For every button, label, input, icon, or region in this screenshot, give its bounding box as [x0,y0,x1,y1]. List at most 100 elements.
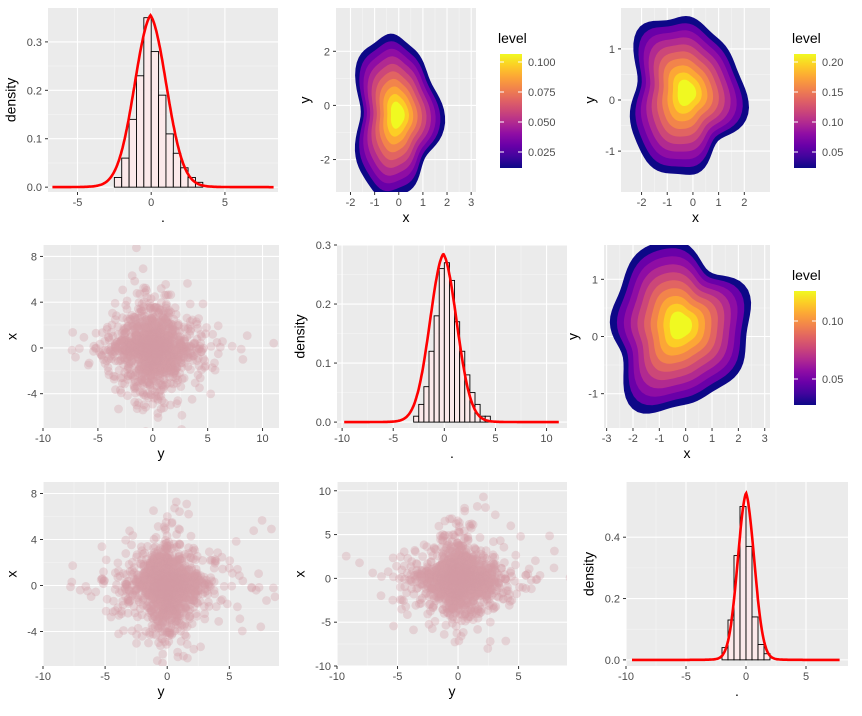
scatter-point [139,361,149,371]
scatter-point [143,357,153,367]
scatter-point [151,312,161,322]
scatter-point [516,532,525,541]
scatter-point [108,331,118,341]
scatter-point [147,375,157,384]
x-tick-label: 1 [709,433,715,445]
scatter-point [166,332,176,342]
plot-background [43,245,279,428]
scatter-point [145,363,155,373]
scatter-point [66,582,75,592]
scatter-point [152,339,162,349]
scatter-point [148,327,157,337]
scatter-point [160,336,170,346]
scatter-point [172,351,182,360]
scatter-point [119,345,129,355]
y-tick-label: 0 [325,573,331,585]
scatter-point [131,352,141,361]
scatter-point [147,345,157,354]
scatter-point [170,350,179,359]
scatter-point [131,367,141,376]
scatter-point [176,337,186,346]
scatter-point [116,373,126,383]
panel-p13: -2 -1 0 1 2 -1 0 1 x y [582,8,770,225]
scatter-point [153,347,163,357]
scatter-point [209,563,219,573]
scatter-point [156,305,166,315]
scatter-point [137,372,147,382]
scatter-point [181,345,190,354]
scatter-point [125,346,135,356]
scatter-point [182,499,192,509]
scatter-point [153,395,163,405]
scatter-point [158,374,168,384]
scatter-point [173,396,183,406]
x-tick-label: -5 [681,671,691,683]
scatter-point [161,301,171,310]
scatter-point [162,316,172,326]
scatter-point [153,339,163,349]
scatter-point [212,338,222,347]
scatter-point [157,346,167,355]
density-curve [52,12,274,189]
scatter-point [178,343,188,353]
scatter-point [164,319,173,329]
scatter-point [154,342,164,352]
scatter-point [162,379,172,388]
scatter-point [151,391,161,401]
scatter-point [179,343,188,353]
scatter-point [160,381,170,390]
scatter-point [139,342,149,352]
scatter-point [115,346,125,356]
scatter-point [146,303,156,313]
scatter-point [119,353,128,362]
scatter-point [368,568,378,578]
legend-tick-label: 0.075 [528,87,556,99]
scatter-point [154,345,164,355]
scatter-point [158,351,167,361]
scatter-point [149,302,159,312]
scatter-point [146,345,156,354]
scatter-point [144,318,154,328]
scatter-point [162,341,172,351]
scatter-point [161,344,171,353]
scatter-point [140,356,150,365]
scatter-point [145,363,154,373]
scatter-point [157,347,167,356]
scatter-point [101,555,111,565]
scatter-point [145,378,155,388]
scatter-point [499,542,509,552]
scatter-point [256,622,266,632]
scatter-point [147,338,157,347]
scatter-point [142,352,152,362]
scatter-point [156,353,166,362]
scatter-point [177,425,186,428]
y-tick-label: 0 [31,581,37,593]
scatter-point [154,322,164,331]
scatter-point [135,331,145,341]
scatter-point [238,576,248,586]
scatter-point [131,329,141,339]
scatter-point [169,341,179,351]
scatter-point [124,359,134,369]
scatter-point [153,344,163,354]
scatter-point [106,342,116,352]
scatter-point [162,344,172,354]
scatter-point [160,332,170,342]
scatter-point [188,348,197,358]
scatter-point [206,582,215,591]
scatter-point [154,368,164,378]
scatter-point [149,338,159,348]
scatter-point [132,404,142,414]
scatter-point [149,330,159,340]
scatter-point [146,345,156,355]
scatter-point [389,621,398,631]
scatter-point [137,360,147,370]
scatter-point [161,343,171,352]
scatter-point [95,339,105,349]
scatter-point [454,526,463,536]
scatter-point [166,378,175,388]
scatter-point [154,316,163,325]
scatter-point [190,338,199,348]
scatter-point [140,339,150,349]
scatter-point [144,371,153,381]
